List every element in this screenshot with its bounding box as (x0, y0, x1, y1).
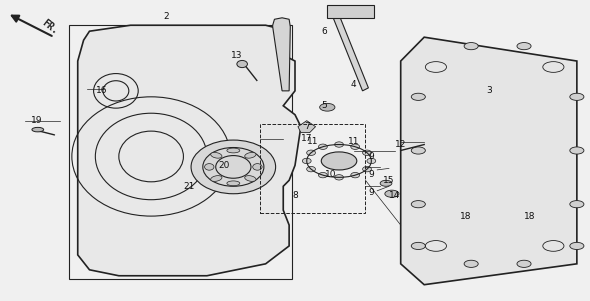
Polygon shape (401, 37, 577, 285)
Circle shape (570, 93, 584, 101)
Text: 14: 14 (389, 191, 401, 200)
Circle shape (411, 93, 425, 101)
Ellipse shape (307, 166, 316, 172)
Polygon shape (78, 25, 301, 276)
Text: FR.: FR. (40, 17, 60, 36)
Circle shape (320, 103, 335, 111)
Ellipse shape (216, 156, 251, 178)
Polygon shape (273, 18, 290, 91)
Text: 9: 9 (369, 170, 374, 179)
Bar (260, 124, 365, 213)
Text: 21: 21 (183, 182, 195, 191)
Ellipse shape (335, 142, 343, 147)
Ellipse shape (191, 140, 276, 194)
Ellipse shape (211, 175, 222, 182)
Circle shape (411, 147, 425, 154)
Text: 15: 15 (384, 176, 395, 185)
Circle shape (322, 152, 357, 170)
Ellipse shape (367, 158, 376, 164)
Text: 12: 12 (395, 140, 407, 149)
Text: 9: 9 (369, 188, 374, 197)
Ellipse shape (363, 150, 372, 155)
Ellipse shape (203, 147, 264, 186)
Circle shape (570, 200, 584, 208)
Circle shape (464, 42, 478, 50)
Circle shape (464, 260, 478, 267)
Text: 11: 11 (307, 137, 319, 146)
Ellipse shape (319, 144, 327, 149)
Circle shape (385, 190, 399, 197)
Ellipse shape (351, 144, 359, 149)
Circle shape (380, 180, 392, 186)
Ellipse shape (32, 127, 44, 132)
Text: 8: 8 (292, 191, 298, 200)
Ellipse shape (227, 148, 240, 153)
Circle shape (411, 200, 425, 208)
Circle shape (517, 42, 531, 50)
Text: 6: 6 (322, 27, 327, 36)
Circle shape (570, 147, 584, 154)
Text: 17: 17 (301, 134, 313, 143)
Ellipse shape (319, 172, 327, 178)
Circle shape (411, 242, 425, 250)
FancyBboxPatch shape (327, 5, 374, 18)
Ellipse shape (307, 150, 316, 155)
Text: 7: 7 (304, 122, 310, 131)
Ellipse shape (302, 158, 311, 164)
Ellipse shape (245, 175, 256, 182)
Text: 2: 2 (163, 12, 169, 21)
Ellipse shape (335, 175, 343, 180)
Ellipse shape (227, 181, 240, 186)
Text: 4: 4 (351, 80, 356, 89)
Text: 13: 13 (231, 51, 242, 60)
Text: 19: 19 (31, 116, 42, 125)
Ellipse shape (237, 61, 247, 68)
Text: 3: 3 (486, 86, 491, 95)
Polygon shape (333, 15, 368, 91)
Polygon shape (298, 121, 316, 133)
Text: 18: 18 (524, 212, 536, 221)
Ellipse shape (363, 166, 372, 172)
Text: 20: 20 (219, 161, 230, 170)
Text: 18: 18 (460, 212, 471, 221)
Ellipse shape (245, 152, 256, 158)
Text: 10: 10 (324, 170, 336, 179)
Ellipse shape (351, 172, 359, 178)
Text: 16: 16 (96, 86, 107, 95)
Text: 5: 5 (322, 101, 327, 110)
Circle shape (570, 242, 584, 250)
Text: 11: 11 (348, 137, 359, 146)
Ellipse shape (205, 164, 214, 170)
Text: 9: 9 (369, 152, 374, 161)
Ellipse shape (253, 164, 262, 170)
Circle shape (517, 260, 531, 267)
Ellipse shape (211, 152, 222, 158)
